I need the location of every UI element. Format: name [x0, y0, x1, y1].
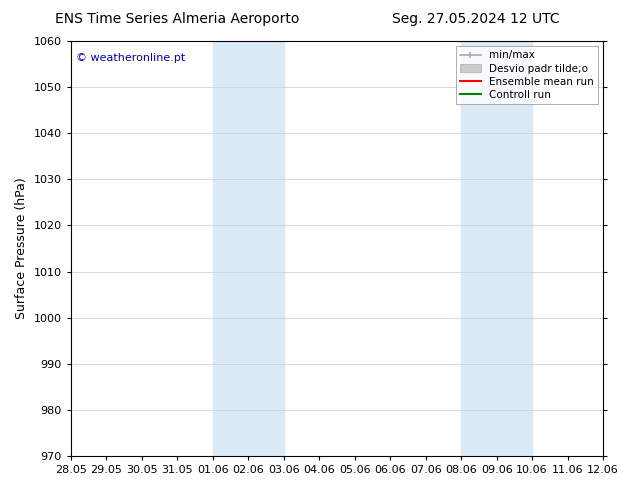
- Y-axis label: Surface Pressure (hPa): Surface Pressure (hPa): [15, 178, 28, 319]
- Bar: [461, 41, 532, 456]
- Bar: [212, 41, 283, 456]
- Text: ENS Time Series Almeria Aeroporto: ENS Time Series Almeria Aeroporto: [55, 12, 300, 26]
- Title: ENS Time Series Almeria Aeroporto        Seg. 27.05.2024 12 UTC: ENS Time Series Almeria Aeroporto Seg. 2…: [0, 489, 1, 490]
- Text: © weatheronline.pt: © weatheronline.pt: [76, 53, 185, 64]
- Text: Seg. 27.05.2024 12 UTC: Seg. 27.05.2024 12 UTC: [392, 12, 559, 26]
- Legend: min/max, Desvio padr tilde;o, Ensemble mean run, Controll run: min/max, Desvio padr tilde;o, Ensemble m…: [456, 46, 598, 104]
